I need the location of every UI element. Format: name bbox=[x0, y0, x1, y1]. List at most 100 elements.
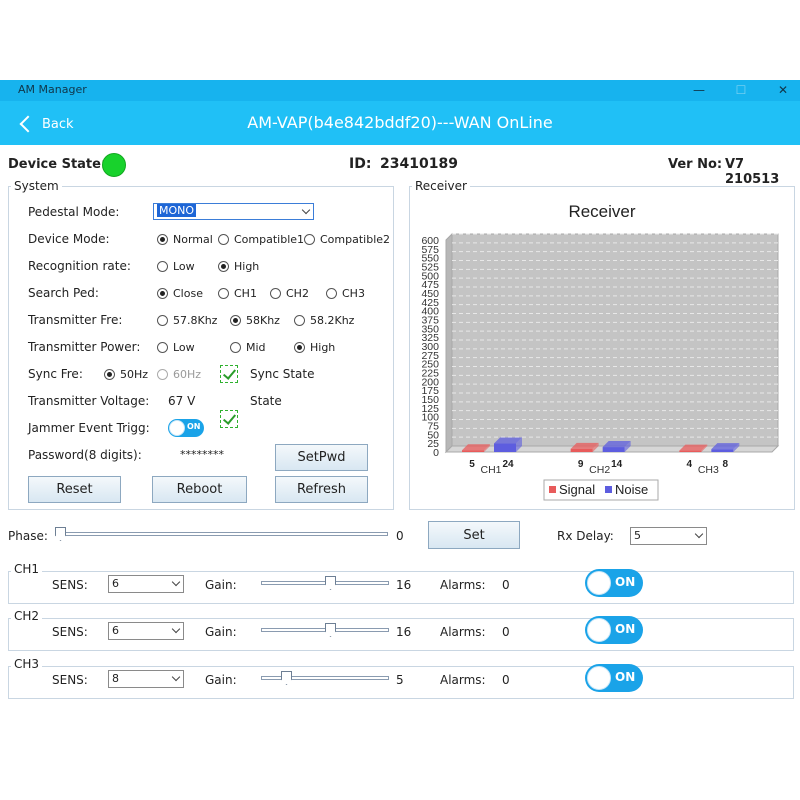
y-tick-label: 25 bbox=[427, 438, 439, 450]
y-tick-label: 150 bbox=[421, 394, 439, 406]
sens-select[interactable]: 6 bbox=[108, 575, 184, 593]
fre-58-2-radio[interactable]: 58.2Khz bbox=[294, 314, 354, 327]
data-label: 4 bbox=[687, 459, 693, 470]
bar-top-noise bbox=[602, 441, 631, 448]
phase-label: Phase: bbox=[8, 529, 48, 543]
toggle-knob bbox=[169, 420, 185, 436]
x-tick-label: CH3 bbox=[698, 464, 719, 476]
slider-thumb[interactable] bbox=[281, 671, 292, 685]
state-checkbox[interactable] bbox=[220, 410, 238, 428]
gain-slider[interactable] bbox=[261, 576, 389, 592]
fre-57-8-radio[interactable]: 57.8Khz bbox=[157, 314, 217, 327]
power-high-radio[interactable]: High bbox=[294, 341, 335, 354]
radio-label: CH3 bbox=[342, 287, 365, 300]
sens-select[interactable]: 6 bbox=[108, 622, 184, 640]
y-tick-label: 0 bbox=[433, 447, 439, 459]
minimize-icon[interactable]: — bbox=[693, 83, 705, 97]
slider-thumb[interactable] bbox=[55, 527, 66, 541]
radio-dot bbox=[157, 342, 168, 353]
back-button[interactable]: Back bbox=[16, 113, 74, 135]
set-button[interactable]: Set bbox=[428, 521, 520, 549]
reboot-button[interactable]: Reboot bbox=[152, 476, 247, 503]
device-mode-label: Device Mode: bbox=[28, 232, 110, 246]
radio-dot bbox=[218, 261, 229, 272]
y-tick-label: 225 bbox=[421, 368, 439, 380]
bar-top-signal bbox=[570, 442, 599, 449]
device-mode-normal-radio[interactable]: Normal bbox=[157, 233, 213, 246]
pedestal-mode-select[interactable]: MONO bbox=[153, 203, 314, 220]
search-ped-close-radio[interactable]: Close bbox=[157, 287, 203, 300]
close-icon[interactable]: ✕ bbox=[777, 83, 789, 97]
setpwd-button[interactable]: SetPwd bbox=[275, 444, 368, 471]
legend-label: Noise bbox=[615, 482, 648, 497]
y-tick-label: 550 bbox=[421, 253, 439, 265]
sync-60hz-radio[interactable]: 60Hz bbox=[157, 368, 201, 381]
radio-label: 58.2Khz bbox=[310, 314, 355, 327]
bar-side-noise bbox=[624, 441, 631, 452]
y-tick-label: 75 bbox=[427, 421, 439, 433]
jammer-toggle[interactable]: ON bbox=[168, 419, 204, 437]
search-ped-ch3-radio[interactable]: CH3 bbox=[326, 287, 365, 300]
toggle-label: ON bbox=[615, 622, 636, 636]
channel-name: CH2 bbox=[11, 609, 43, 623]
sync-50hz-radio[interactable]: 50Hz bbox=[104, 368, 148, 381]
power-mid-radio[interactable]: Mid bbox=[230, 341, 266, 354]
bar-side-noise bbox=[733, 443, 740, 452]
y-tick-label: 600 bbox=[421, 235, 439, 247]
sync-state-label: Sync State bbox=[250, 367, 315, 381]
channel-group-ch1 bbox=[8, 571, 794, 604]
channel-toggle[interactable]: ON bbox=[585, 569, 643, 597]
data-label: 9 bbox=[578, 459, 584, 470]
sens-select[interactable]: 8 bbox=[108, 670, 184, 688]
sync-fre-label: Sync Fre: bbox=[28, 367, 83, 381]
radio-label: Compatible1 bbox=[234, 233, 305, 246]
radio-label: CH2 bbox=[286, 287, 309, 300]
gain-label: Gain: bbox=[205, 673, 237, 687]
version-label: Ver No: bbox=[668, 157, 723, 172]
y-tick-label: 350 bbox=[421, 323, 439, 335]
app-header: Back AM-VAP(b4e842bddf20)---WAN OnLine bbox=[0, 101, 800, 145]
y-tick-label: 575 bbox=[421, 244, 439, 256]
chevron-down-icon bbox=[171, 577, 181, 587]
legend-label: Signal bbox=[559, 482, 595, 497]
y-tick-label: 450 bbox=[421, 288, 439, 300]
radio-dot bbox=[270, 288, 281, 299]
recognition-low-radio[interactable]: Low bbox=[157, 260, 195, 273]
radio-dot bbox=[157, 369, 168, 380]
toggle-knob bbox=[587, 571, 611, 595]
channel-toggle[interactable]: ON bbox=[585, 616, 643, 644]
gain-slider[interactable] bbox=[261, 671, 389, 687]
window-titlebar: AM Manager — ☐ ✕ bbox=[0, 80, 800, 101]
device-mode-compatible2-radio[interactable]: Compatible2 bbox=[304, 233, 390, 246]
search-ped-label: Search Ped: bbox=[28, 286, 99, 300]
bar-side-signal bbox=[484, 444, 490, 452]
sync-state-checkbox[interactable] bbox=[220, 365, 238, 383]
phase-slider[interactable] bbox=[55, 527, 388, 543]
channel-toggle[interactable]: ON bbox=[585, 664, 643, 692]
recognition-high-radio[interactable]: High bbox=[218, 260, 259, 273]
back-label: Back bbox=[42, 116, 74, 132]
sens-label: SENS: bbox=[52, 578, 88, 592]
fre-58-radio[interactable]: 58Khz bbox=[230, 314, 280, 327]
maximize-icon[interactable]: ☐ bbox=[735, 83, 747, 97]
rx-delay-select[interactable]: 5 bbox=[630, 527, 707, 545]
sens-value: 6 bbox=[112, 624, 119, 637]
search-ped-ch2-radio[interactable]: CH2 bbox=[270, 287, 309, 300]
receiver-group bbox=[409, 186, 795, 510]
refresh-button[interactable]: Refresh bbox=[275, 476, 368, 503]
power-low-radio[interactable]: Low bbox=[157, 341, 195, 354]
reset-button[interactable]: Reset bbox=[28, 476, 121, 503]
radio-label: Normal bbox=[173, 233, 213, 246]
transmitter-voltage-label: Transmitter Voltage: bbox=[28, 394, 150, 408]
device-mode-compatible1-radio[interactable]: Compatible1 bbox=[218, 233, 304, 246]
gain-slider[interactable] bbox=[261, 623, 389, 639]
radio-dot bbox=[218, 234, 229, 245]
password-label: Password(8 digits): bbox=[28, 448, 142, 462]
channel-group-ch3 bbox=[8, 666, 794, 699]
bar-top-signal bbox=[462, 444, 490, 451]
search-ped-ch1-radio[interactable]: CH1 bbox=[218, 287, 257, 300]
radio-dot bbox=[157, 234, 168, 245]
slider-thumb[interactable] bbox=[325, 576, 336, 590]
slider-thumb[interactable] bbox=[325, 623, 336, 637]
radio-dot bbox=[157, 315, 168, 326]
